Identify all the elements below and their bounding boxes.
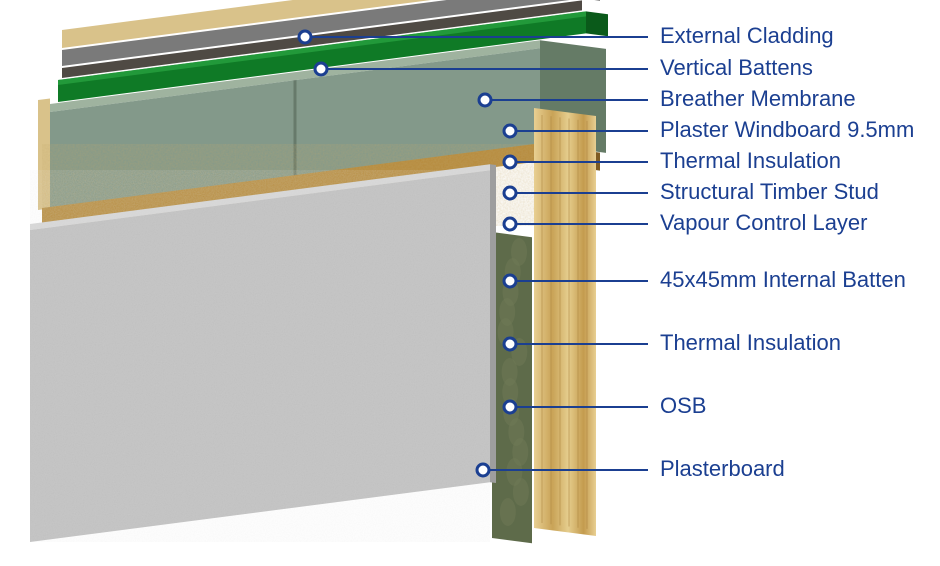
labels-group: External Cladding Vertical Battens Breathe… [660, 23, 914, 481]
label-plaster-windboard: Plaster Windboard 9.5mm [660, 117, 914, 142]
structural-timber-stud-face [534, 108, 596, 536]
label-thermal-insulation-1: Thermal Insulation [660, 148, 841, 173]
label-vertical-battens: Vertical Battens [660, 55, 813, 80]
wall-assembly-diagram [30, 0, 608, 543]
label-structural-timber-stud: Structural Timber Stud [660, 179, 879, 204]
label-breather-membrane: Breather Membrane [660, 86, 856, 111]
label-external-cladding: External Cladding [660, 23, 834, 48]
label-plasterboard: Plasterboard [660, 456, 785, 481]
label-internal-batten: 45x45mm Internal Batten [660, 267, 906, 292]
label-thermal-insulation-2: Thermal Insulation [660, 330, 841, 355]
label-osb: OSB [660, 393, 706, 418]
plasterboard-panel [30, 164, 496, 542]
label-vapour-control-layer: Vapour Control Layer [660, 210, 868, 235]
